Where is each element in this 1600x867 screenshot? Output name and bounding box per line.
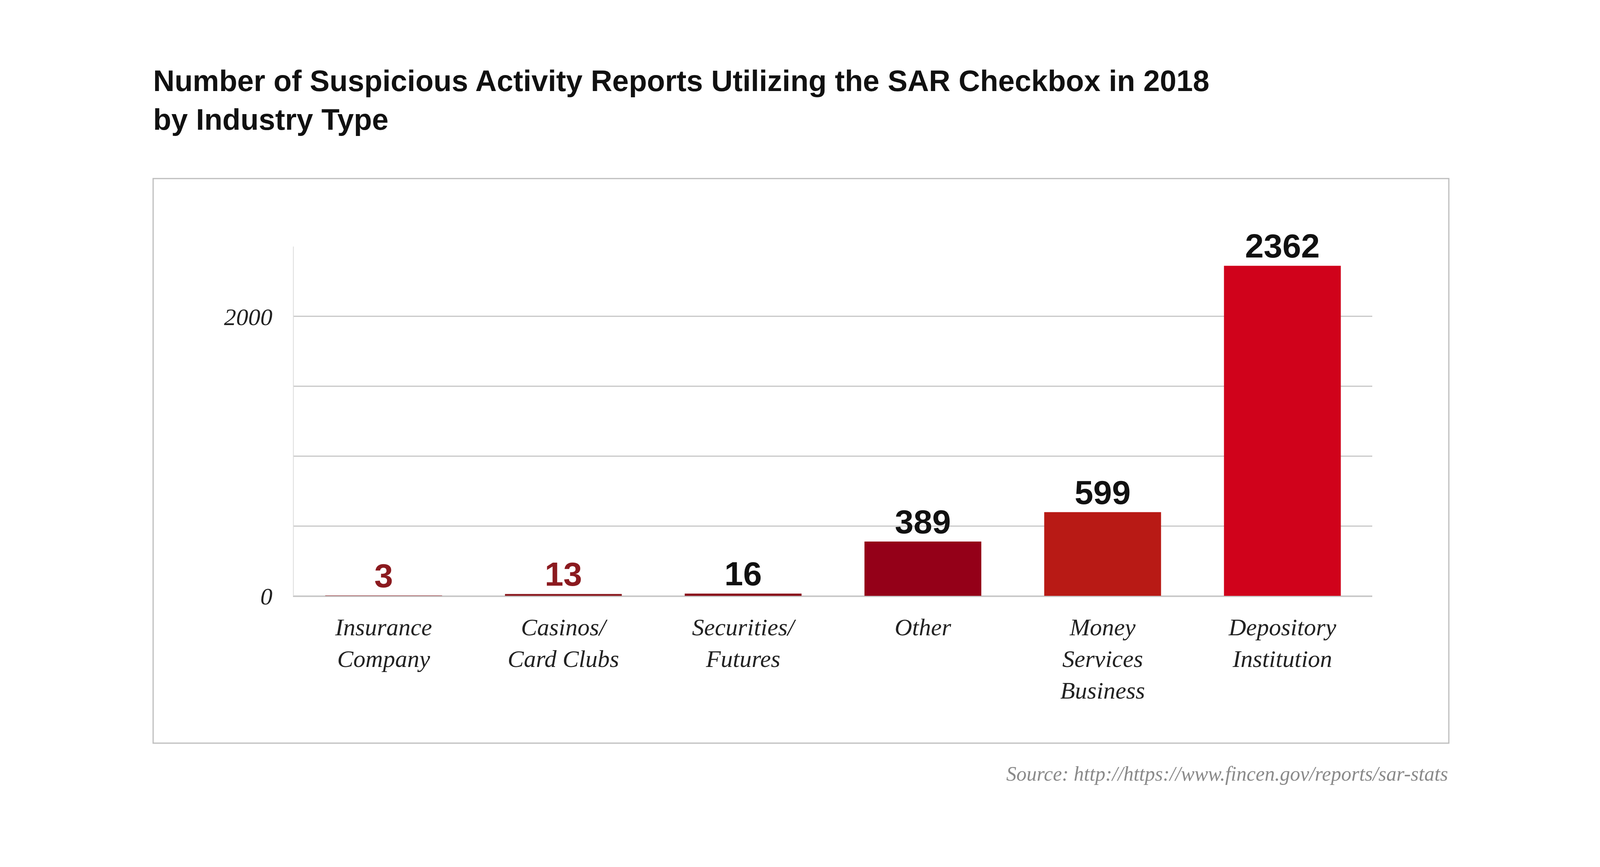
svg-text:599: 599 bbox=[1074, 473, 1131, 511]
svg-text:Other: Other bbox=[894, 613, 952, 641]
svg-text:3: 3 bbox=[374, 556, 393, 595]
svg-text:13: 13 bbox=[544, 555, 583, 593]
svg-text:Source: http://https://www.fin: Source: http://https://www.fincen.gov/re… bbox=[1006, 762, 1449, 785]
svg-text:Casinos/Card Clubs: Casinos/Card Clubs bbox=[507, 613, 620, 672]
svg-text:InsuranceCompany: InsuranceCompany bbox=[334, 613, 433, 672]
svg-text:389: 389 bbox=[894, 502, 952, 541]
svg-text:DepositoryInstitution: DepositoryInstitution bbox=[1228, 613, 1337, 672]
svg-text:MoneyServicesBusiness: MoneyServicesBusiness bbox=[1060, 613, 1145, 704]
svg-text:Number of Suspicious Activity: Number of Suspicious Activity Reports Ut… bbox=[153, 64, 1210, 136]
svg-text:Securities/Futures: Securities/Futures bbox=[692, 613, 797, 672]
svg-text:2362: 2362 bbox=[1244, 226, 1320, 265]
svg-text:0: 0 bbox=[260, 582, 273, 610]
svg-text:16: 16 bbox=[724, 554, 763, 593]
svg-text:2000: 2000 bbox=[224, 303, 273, 331]
